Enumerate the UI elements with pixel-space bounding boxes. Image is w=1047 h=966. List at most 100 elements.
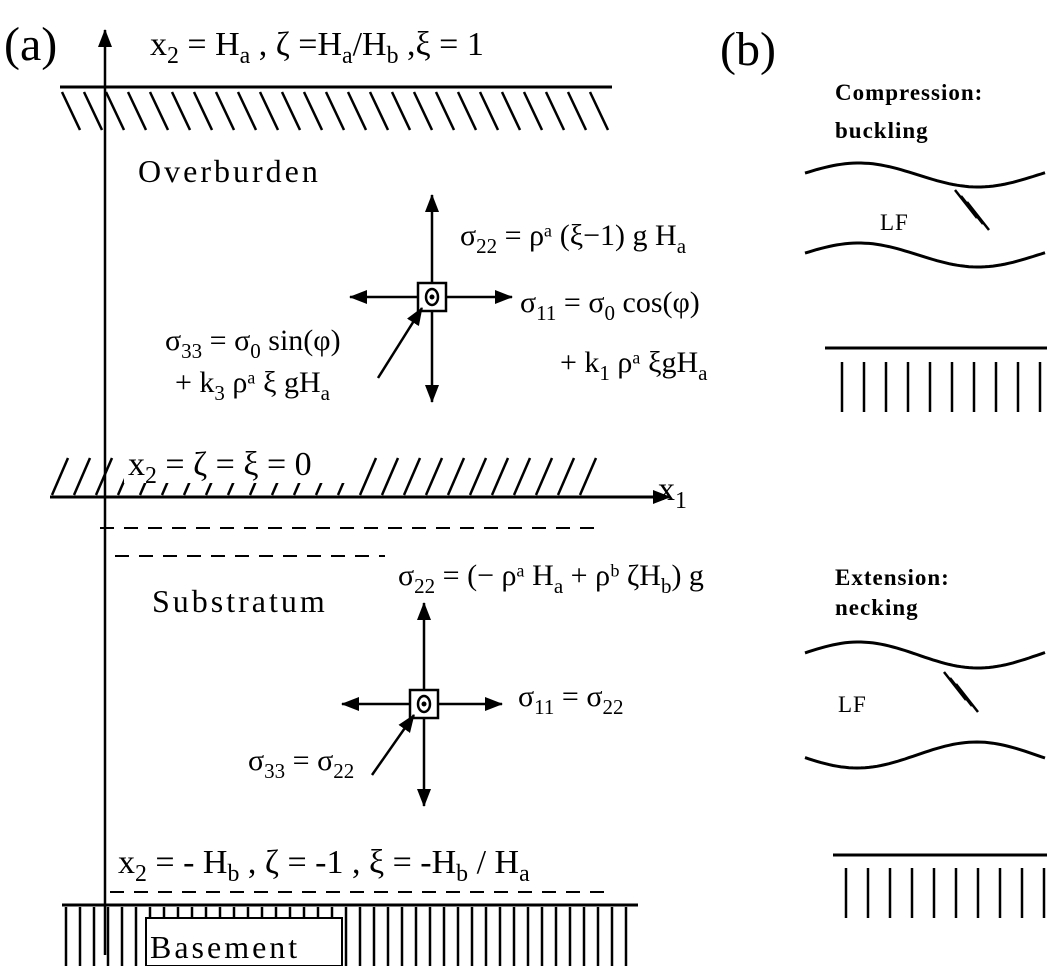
shear-arrow <box>967 202 989 230</box>
equation-text: σ <box>165 324 181 357</box>
subscript: 33 <box>181 339 202 363</box>
subscript: 1 <box>675 488 687 514</box>
equation-text: = - H <box>147 844 228 881</box>
equation-text: = ζ = ξ = 0 <box>157 446 312 483</box>
hatch-line <box>238 92 256 130</box>
hatch-line <box>458 92 476 130</box>
equation-text: + k <box>175 366 214 399</box>
hatch-line <box>536 458 552 495</box>
equation-text: = σ <box>554 680 602 713</box>
hatch-line <box>106 92 124 130</box>
subscript: a <box>342 43 353 69</box>
equation-text: x <box>128 446 145 483</box>
subscript: 0 <box>605 301 616 325</box>
hatch-line <box>558 458 574 495</box>
shear-arrow <box>956 684 978 712</box>
mode-title: Extension: <box>835 565 950 590</box>
hatch-line <box>568 92 586 130</box>
hatch-line <box>62 92 80 130</box>
subscript: 22 <box>333 759 354 783</box>
hatch-line <box>370 92 388 130</box>
layer-label: Overburden <box>138 153 321 189</box>
equation-text: σ <box>398 559 414 592</box>
equation-text: = σ <box>556 286 604 319</box>
equation-text: x <box>150 26 167 63</box>
mode-name: necking <box>835 595 919 620</box>
mode-name: buckling <box>835 118 929 143</box>
hatch-line <box>524 92 542 130</box>
equation-text: σ <box>248 744 264 777</box>
stress-element <box>342 603 502 806</box>
stress-equation: σ22 = ρᵃ (ξ−1) g Ha <box>460 219 687 258</box>
figure: (a) x2 = Ha , ζ =Ha/Hb ,ξ = 1 Overburden… <box>0 0 1047 966</box>
hatch-line <box>304 92 322 130</box>
hatch-line <box>326 92 344 130</box>
hatch-line <box>590 92 608 130</box>
subscript: 2 <box>135 861 147 887</box>
stress-equation: σ11 = σ22 <box>518 680 624 719</box>
subscript: a <box>321 381 331 405</box>
hatch-line <box>492 458 508 495</box>
axis-label: x1 <box>658 471 687 514</box>
equation-text: /H <box>353 26 387 63</box>
subscript: b <box>661 574 672 598</box>
subscript: 2 <box>167 43 179 69</box>
hatch-line <box>426 458 442 495</box>
equation-text: = ρᵃ (ξ−1) g H <box>497 219 677 252</box>
equation-text: sin(φ) <box>261 324 341 357</box>
hatch-line <box>260 92 278 130</box>
hatch-line <box>128 92 146 130</box>
hatch-line <box>546 92 564 130</box>
stress-equation: σ11 = σ0 cos(φ) <box>520 286 700 325</box>
equation-text: x <box>118 844 135 881</box>
stress-equation: σ22 = (− ρᵃ Ha + ρᵇ ζHb) g <box>398 559 704 598</box>
subscript: 22 <box>476 234 497 258</box>
equation-text: = σ <box>202 324 250 357</box>
boundary-equation: x2 = Ha , ζ =Ha/Hb ,ξ = 1 <box>150 26 484 69</box>
subscript: 11 <box>536 301 556 325</box>
subscript: b <box>387 43 399 69</box>
fault-label: LF <box>880 210 909 235</box>
hatch-line <box>392 92 410 130</box>
layer-interface <box>805 642 1045 668</box>
equation-text: + k <box>560 346 599 379</box>
equation-text: + ρᵇ ζH <box>563 559 661 592</box>
hatch-line <box>150 92 168 130</box>
layer-interface <box>805 742 1045 768</box>
hatch-line <box>282 92 300 130</box>
hatch-line <box>382 458 398 495</box>
stress-equation: + k1 ρᵃ ξgHa <box>560 346 708 385</box>
hatch-line <box>470 458 486 495</box>
subscript: a <box>240 43 251 69</box>
equation-text: σ <box>460 219 476 252</box>
hatch-line <box>172 92 190 130</box>
subscript: a <box>677 234 687 258</box>
equation-text: ρᵃ ξgH <box>610 346 698 379</box>
hatch-line <box>514 458 530 495</box>
layer-interface <box>805 243 1045 267</box>
equation-text: / H <box>468 844 519 881</box>
subscript: 11 <box>534 695 554 719</box>
equation-text: ρᵃ ξ gH <box>225 366 321 399</box>
equation-text: σ <box>520 286 536 319</box>
equation-text: σ <box>518 680 534 713</box>
layer-waves <box>805 163 1045 768</box>
subscript: b <box>227 861 239 887</box>
subscript: b <box>456 861 468 887</box>
hatch-line <box>74 458 90 495</box>
hatch-line <box>436 92 454 130</box>
equation-text: = σ <box>285 744 333 777</box>
boundary-equation: x2 = - Hb , ζ = -1 , ξ = -Hb / Ha <box>118 844 530 887</box>
subscript: 1 <box>599 361 610 385</box>
hatch-line <box>84 92 102 130</box>
hatch-line <box>216 92 234 130</box>
hatch-line <box>580 458 596 495</box>
hatch-line <box>414 92 432 130</box>
equation-text: , ζ =H <box>250 26 342 63</box>
hatch-line <box>448 458 464 495</box>
stress-equation: σ33 = σ0 sin(φ) <box>165 324 341 363</box>
hatch-line <box>502 92 520 130</box>
hatch-line <box>404 458 420 495</box>
equation-text: = H <box>179 26 240 63</box>
stress-equation: σ33 = σ22 <box>248 744 354 783</box>
